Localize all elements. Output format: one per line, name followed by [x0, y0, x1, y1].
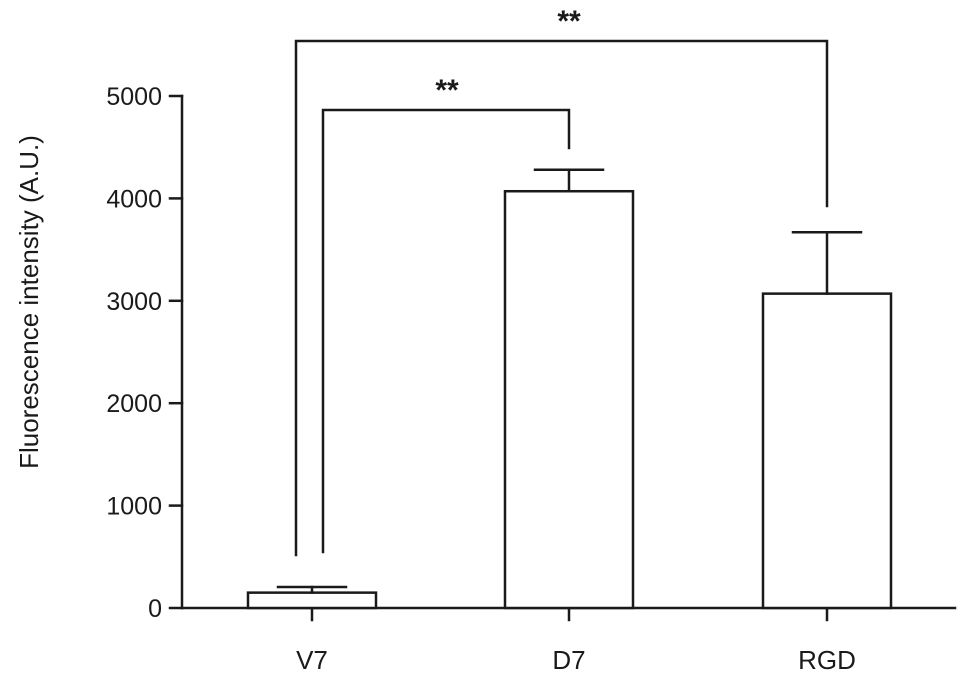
- significance-brackets: ** **: [294, 5, 829, 557]
- y-tick-label: 3000: [106, 288, 162, 316]
- bar-d7: [503, 189, 635, 610]
- bar-v7: [246, 591, 378, 610]
- y-tick-label: 0: [148, 595, 162, 623]
- x-tick-label: RGD: [798, 645, 856, 675]
- y-tick-label: 2000: [106, 390, 162, 418]
- significance-bracket-v7-d7: [321, 108, 571, 554]
- y-tick-label: 5000: [106, 83, 162, 111]
- x-tick-label: V7: [296, 645, 328, 675]
- y-tick-label: 1000: [106, 493, 162, 521]
- y-tick-label: 4000: [106, 185, 162, 213]
- y-axis-title: Fluorescence intensity (A.U.): [14, 135, 44, 469]
- y-axis-title-group: Fluorescence intensity (A.U.): [14, 135, 44, 469]
- bar-rgd: [761, 292, 893, 610]
- x-tick-label: D7: [552, 645, 585, 675]
- bars: [246, 168, 893, 610]
- significance-label: **: [557, 5, 581, 38]
- significance-bracket-v7-rgd: [294, 39, 829, 557]
- significance-label: **: [435, 74, 459, 107]
